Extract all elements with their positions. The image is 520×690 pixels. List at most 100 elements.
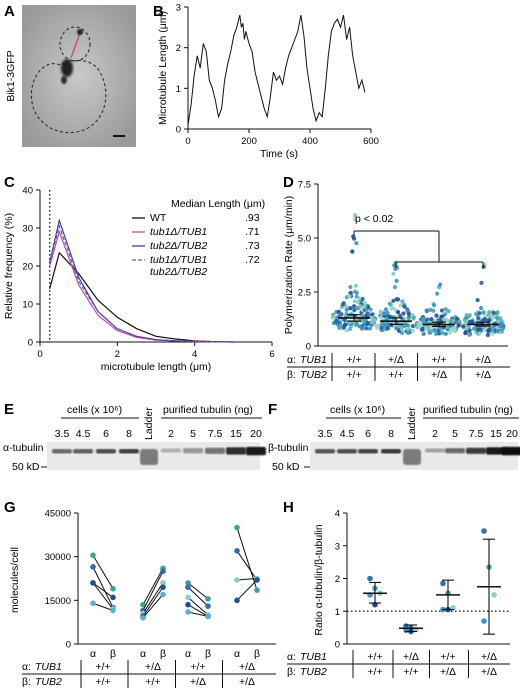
d-data-point (394, 278, 399, 283)
b-x-tick-label: 200 (241, 136, 257, 147)
d-p-value: p < 0.02 (355, 213, 393, 225)
d-data-point (399, 330, 405, 336)
g-pair-line (236, 579, 258, 601)
panel-label-e: E (4, 401, 14, 418)
f-band-purified (425, 448, 445, 453)
g-point-beta (110, 594, 116, 601)
d-geno-row1-gene: TUB1 (300, 354, 327, 366)
d-data-point (424, 309, 429, 314)
h-geno-row2-gene: TUB2 (300, 666, 327, 678)
g-point-alpha (90, 564, 96, 570)
g-point-alpha (234, 548, 240, 554)
d-geno-tub2: +/+ (388, 369, 403, 381)
d-data-point (463, 331, 468, 336)
h-y-tick-label: 4 (335, 509, 340, 520)
panel-h-chart: 0 1 2 3 4 Ratio α-tubulin/β-tubulin α: TUB1 β… (287, 509, 510, 678)
d-data-point (351, 234, 356, 239)
f-lane-label-cells: 3.5 (318, 428, 333, 440)
c-legend-median: .93 (245, 212, 260, 224)
f-band-cells (315, 449, 335, 454)
d-y-tick-label: 5.0 (298, 234, 311, 245)
panel-label-g: G (4, 499, 16, 516)
e-lane-label-cells: 4.5 (76, 428, 91, 440)
c-y-tick-label: 20 (22, 262, 33, 273)
g-geno-tub2: +/+ (145, 676, 160, 688)
c-x-tick-label: 2 (115, 349, 120, 360)
d-data-point (481, 310, 486, 315)
d-data-point (406, 330, 411, 336)
d-data-point (385, 326, 390, 331)
d-data-point (392, 263, 397, 268)
panel-b-chart: 0 200 400 600 0 1 2 3 Time (s) Microtubule Leng… (157, 3, 379, 161)
d-geno-row2-gene: TUB2 (300, 369, 327, 381)
h-geno-tub1: +/Δ (403, 651, 419, 663)
f-band-cells (358, 449, 378, 454)
f-band-cells (337, 449, 357, 454)
f-lane-label-cells: 8 (388, 428, 394, 440)
g-point-alpha (185, 601, 191, 608)
d-data-point (495, 315, 500, 320)
d-data-point (347, 294, 352, 299)
h-geno-tub2: +/Δ (440, 666, 456, 678)
e-lane-label-purified: 2 (168, 428, 174, 440)
f-lane-label-purified: 20 (506, 428, 518, 440)
g-point-beta (110, 585, 116, 592)
c-x-tick-label: 6 (269, 349, 274, 360)
d-data-point (358, 304, 363, 309)
g-geno-tub1: +/Δ (239, 661, 255, 673)
d-data-point (434, 313, 439, 318)
e-lane-label-ladder: Ladder (143, 407, 155, 440)
d-data-point (402, 323, 407, 328)
f-band-purified (445, 448, 465, 454)
g-pair-line (142, 586, 164, 617)
g-point-alpha (90, 552, 96, 559)
g-point-alpha (185, 594, 191, 601)
h-data-point (367, 575, 373, 582)
e-band-cells (73, 449, 93, 454)
g-pair-line (142, 582, 164, 614)
g-point-alpha (185, 580, 191, 586)
microtubule-trace (70, 32, 81, 59)
e-lane-label-purified: 15 (230, 428, 242, 440)
g-y-tick-label: 15000 (45, 596, 71, 607)
d-data-point (457, 319, 462, 324)
d-data-point (365, 320, 370, 326)
panel-label-b: B (153, 3, 164, 20)
d-data-point (402, 304, 407, 309)
channel-label: Bik1-3GFP (5, 50, 17, 101)
microtubule-plus-end-signal (61, 76, 67, 84)
panel-label-f: F (268, 401, 277, 418)
g-y-tick-label: 0 (66, 640, 71, 651)
e-lane-label-cells: 3.5 (55, 428, 70, 440)
c-y-tick-label: 40 (22, 186, 33, 197)
g-point-beta (254, 587, 260, 593)
g-y-label: molecules/cell (9, 547, 21, 613)
micrograph-background (22, 5, 136, 147)
spindle-pole-signal (61, 59, 73, 77)
c-series-line-3 (49, 224, 234, 343)
e-band-purified (246, 446, 266, 456)
c-y-tick-label: 0 (28, 338, 33, 349)
panel-label-h: H (283, 499, 294, 516)
d-data-point (352, 213, 358, 218)
d-geno-row2-label: β: (287, 369, 296, 381)
d-data-point (336, 309, 341, 314)
g-point-alpha (234, 524, 240, 531)
f-lane-label-purified: 15 (490, 428, 502, 440)
f-band-purified (466, 447, 486, 454)
d-data-point (495, 310, 500, 315)
g-geno-row1-label: α: (22, 661, 31, 673)
d-data-point (405, 308, 410, 313)
d-data-point (370, 312, 375, 317)
c-legend-median: .73 (245, 240, 260, 252)
d-data-point (357, 324, 362, 329)
g-geno-tub2: +/Δ (190, 676, 206, 688)
g-pair-line (142, 570, 164, 611)
d-data-point (443, 331, 448, 336)
g-point-beta (205, 596, 211, 602)
e-header-purified: purified tubulin (ng) (163, 404, 253, 416)
g-point-alpha (140, 601, 146, 608)
d-geno-tub1: +/+ (431, 354, 446, 366)
panel-c-chart: 0 2 4 6 0 10 20 30 40 microtubule length (μm) Re… (3, 186, 275, 374)
